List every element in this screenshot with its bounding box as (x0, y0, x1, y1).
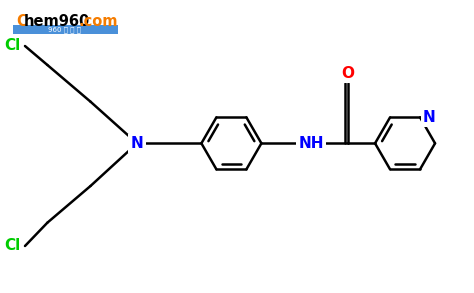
Text: 960 化 工 网: 960 化 工 网 (48, 26, 82, 33)
Text: O: O (342, 66, 355, 81)
Text: C: C (16, 13, 27, 28)
Text: Cl: Cl (5, 38, 21, 54)
Text: Cl: Cl (5, 239, 21, 253)
Text: N: N (423, 110, 436, 125)
Text: N: N (131, 136, 144, 151)
Text: NH: NH (298, 136, 324, 151)
Text: hem960: hem960 (24, 13, 90, 28)
Text: .com: .com (79, 13, 118, 28)
FancyBboxPatch shape (13, 25, 118, 34)
